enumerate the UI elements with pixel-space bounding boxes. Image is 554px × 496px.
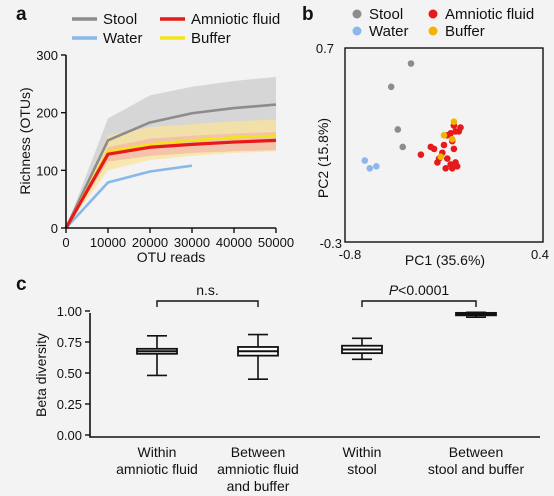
- panel-c-categories: Within amniotic fluid Between amniotic flui…: [116, 444, 524, 494]
- category-label: Within stool: [343, 444, 382, 477]
- panel-a-ylabel: Richness (OTUs): [17, 87, 33, 194]
- a-xtick-label: 30000: [174, 235, 210, 250]
- b-legend-label-water: Water: [369, 23, 408, 40]
- panel-b-xtick-left: -0.8: [339, 247, 361, 262]
- panel-b-points: [361, 60, 464, 172]
- c-ytick-label: 1.00: [57, 304, 82, 319]
- panel-b-label: b: [302, 4, 314, 25]
- panel-c-ylabel: Beta diversity: [33, 333, 49, 417]
- point-water: [361, 157, 369, 164]
- point-amniotic-fluid: [417, 151, 425, 158]
- panel-a-legend: Stool Water Amniotic fluid Buffer: [72, 11, 280, 47]
- point-amniotic-fluid: [457, 124, 464, 131]
- point-stool: [399, 143, 407, 151]
- band-stool: [66, 76, 276, 228]
- significance-label: n.s.: [196, 282, 219, 298]
- a-legend-label-buffer: Buffer: [191, 30, 231, 47]
- line-water: [65, 164, 193, 229]
- point-stool: [407, 60, 415, 67]
- point-amniotic-fluid: [430, 145, 438, 153]
- point-water: [373, 163, 380, 170]
- point-amniotic-fluid: [442, 164, 449, 172]
- point-amniotic-fluid: [453, 163, 461, 170]
- panel-c-ticks: 0.00 0.25 0.50 0.75 1.00: [57, 304, 90, 443]
- significance-bracket: [156, 300, 259, 307]
- point-stool: [387, 83, 395, 91]
- c-ytick-label: 0.75: [57, 335, 82, 350]
- panel-b-frame: [344, 47, 544, 243]
- a-xtick-label: 10000: [90, 235, 126, 250]
- point-buffer: [448, 135, 456, 143]
- a-ytick-label: 100: [36, 163, 58, 178]
- c-ytick-label: 0.25: [57, 397, 82, 412]
- panel-b-xtick-right: 0.4: [531, 247, 549, 262]
- point-amniotic-fluid: [452, 128, 459, 135]
- panel-a-bands: [66, 76, 276, 228]
- panel-c-label: c: [16, 274, 27, 295]
- c-ytick-label: 0.50: [57, 366, 82, 381]
- a-legend-label-water: Water: [103, 30, 142, 47]
- point-amniotic-fluid: [444, 155, 451, 162]
- panel-c-axes: [89, 313, 540, 438]
- panel-a-xlabel: OTU reads: [137, 249, 205, 265]
- band-amniotic-fluid: [66, 131, 276, 228]
- a-legend-label-stool: Stool: [103, 11, 137, 28]
- category-label: Within amniotic fluid: [116, 444, 198, 477]
- panel-a-label: a: [16, 4, 27, 25]
- significance-bracket: [361, 300, 477, 307]
- panel-a-ticks: 0 10000 20000 30000 40000 50000 0 100 200 300: [36, 48, 294, 250]
- b-legend-swatch-buffer: [428, 26, 438, 36]
- a-ytick-label: 0: [51, 221, 58, 236]
- point-amniotic-fluid: [448, 164, 456, 172]
- panel-b-ytick-bottom: -0.3: [320, 236, 342, 251]
- b-legend-swatch-water: [352, 26, 362, 36]
- a-legend-label-amniotic-fluid: Amniotic fluid: [191, 11, 280, 28]
- point-amniotic-fluid: [434, 159, 441, 166]
- panel-c-boxes: [136, 311, 497, 381]
- point-amniotic-fluid: [440, 141, 448, 149]
- point-stool: [394, 126, 402, 133]
- a-xtick-label: 20000: [132, 235, 168, 250]
- point-buffer: [450, 118, 458, 126]
- panel-b-xlabel: PC1 (35.6%): [405, 252, 485, 268]
- c-ytick-label: 0.00: [57, 428, 82, 443]
- b-legend-swatch-stool: [352, 9, 362, 19]
- panel-a-lines: [64, 103, 277, 229]
- point-water: [366, 164, 374, 172]
- panel-c-annotations: n.s. P<0.0001: [156, 282, 477, 307]
- point-buffer: [437, 153, 445, 160]
- a-ytick-label: 300: [36, 48, 58, 63]
- b-legend-label-amniotic-fluid: Amniotic fluid: [445, 6, 534, 23]
- b-legend-swatch-amniotic-fluid: [428, 9, 438, 19]
- significance-label: P<0.0001: [389, 282, 450, 298]
- line-stool: [64, 103, 277, 229]
- panel-b-ylabel: PC2 (15.8%): [315, 118, 331, 198]
- point-amniotic-fluid: [450, 145, 458, 153]
- line-amniotic-fluid: [64, 138, 277, 229]
- a-xtick-label: 40000: [216, 235, 252, 250]
- b-legend-label-buffer: Buffer: [445, 23, 485, 40]
- category-label: Between amniotic fluid and buffer: [217, 444, 299, 494]
- panel-b-ytick-top: 0.7: [316, 41, 334, 56]
- b-legend-label-stool: Stool: [369, 6, 403, 23]
- point-buffer: [440, 132, 448, 139]
- category-label: Between stool and buffer: [428, 444, 525, 477]
- a-xtick-label: 50000: [258, 235, 294, 250]
- a-ytick-label: 200: [36, 106, 58, 121]
- a-xtick-label: 0: [62, 235, 69, 250]
